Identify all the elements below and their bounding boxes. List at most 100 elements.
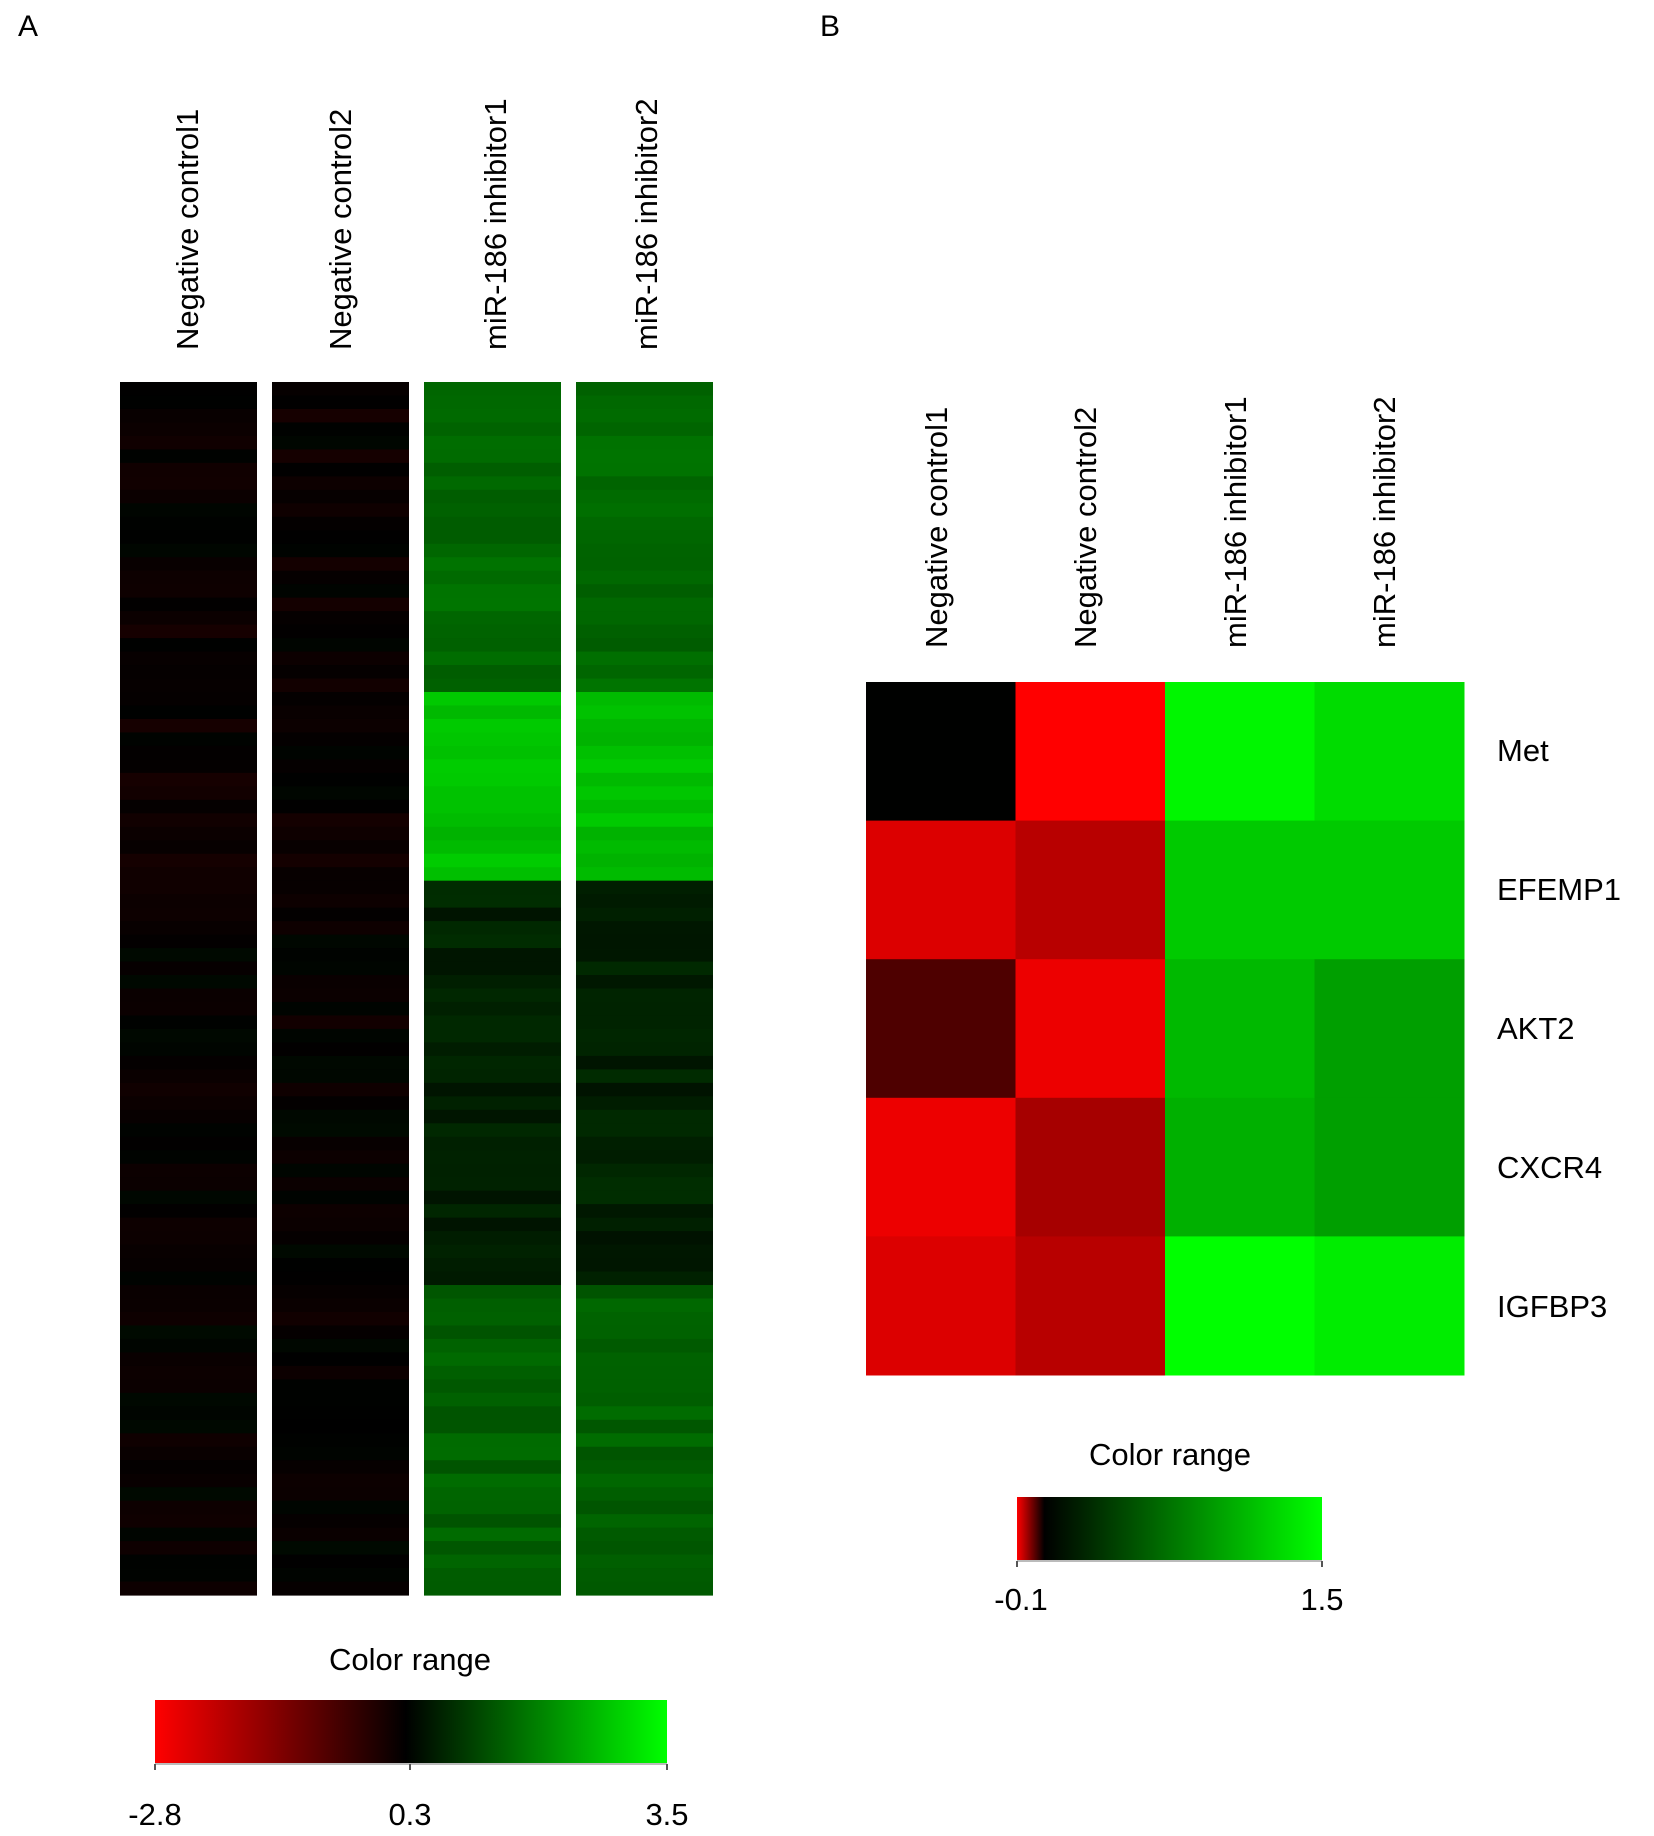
heatmap-cell xyxy=(424,1298,561,1313)
heatmap-cell xyxy=(120,786,257,801)
heatmap-cell xyxy=(576,408,713,424)
heatmap-cell xyxy=(272,1069,409,1084)
heatmap-cell xyxy=(272,1419,409,1434)
heatmap-cell xyxy=(272,530,409,545)
heatmap-cell xyxy=(576,611,713,626)
heatmap-cell xyxy=(120,1028,257,1044)
legend-tick-label: -0.1 xyxy=(994,1582,1047,1617)
heatmap-cell xyxy=(120,1311,257,1327)
heatmap-cell xyxy=(120,1217,257,1232)
heatmap-cell xyxy=(120,1487,257,1502)
heatmap-cell xyxy=(576,1204,713,1219)
heatmap-cell xyxy=(272,1028,409,1044)
heatmap-cell xyxy=(424,691,561,707)
heatmap-cell xyxy=(272,557,409,572)
heatmap-cell xyxy=(576,1028,713,1044)
heatmap-cell xyxy=(120,705,257,720)
heatmap-cell xyxy=(576,718,713,734)
heatmap-cell xyxy=(576,1433,713,1448)
heatmap-cell xyxy=(272,1217,409,1232)
heatmap-cell xyxy=(424,503,561,518)
heatmap-cell xyxy=(424,1541,561,1556)
heatmap-cell xyxy=(120,1177,257,1192)
heatmap-cell xyxy=(576,732,713,747)
heatmap-cell xyxy=(1015,820,1166,960)
heatmap-cell xyxy=(424,395,561,410)
heatmap-cell xyxy=(120,1581,257,1596)
heatmap-cell xyxy=(576,934,713,949)
heatmap-cell xyxy=(1314,1097,1465,1237)
heatmap-cell xyxy=(424,382,561,397)
heatmap-cell xyxy=(424,530,561,545)
heatmap-cell xyxy=(424,1554,561,1569)
heatmap-cell xyxy=(576,1365,713,1380)
heatmap-cell xyxy=(576,975,713,990)
heatmap-cell xyxy=(576,462,713,477)
heatmap-cell xyxy=(272,907,409,922)
heatmap-cell xyxy=(120,1123,257,1138)
heatmap-cell xyxy=(272,651,409,666)
heatmap-cell xyxy=(424,934,561,949)
heatmap-cell xyxy=(424,1311,561,1327)
heatmap-cell xyxy=(576,543,713,558)
heatmap-cell xyxy=(1015,1236,1166,1376)
heatmap-cell xyxy=(120,395,257,410)
legend-tick-label: 1.5 xyxy=(1300,1582,1343,1617)
legend-color-bar xyxy=(1017,1497,1322,1561)
heatmap-cell xyxy=(272,1568,409,1583)
heatmap-cell xyxy=(424,786,561,801)
heatmap-cell xyxy=(576,1055,713,1070)
heatmap-cell xyxy=(272,772,409,787)
heatmap-cell xyxy=(424,1514,561,1529)
heatmap-cell xyxy=(272,1190,409,1205)
heatmap-cell xyxy=(272,408,409,424)
heatmap-b: Negative control1 Negative control2 miR-… xyxy=(866,396,1621,1617)
heatmap-cell xyxy=(120,1244,257,1259)
heatmap-cell xyxy=(424,1150,561,1165)
heatmap-cell xyxy=(576,382,713,397)
heatmap-cell xyxy=(120,530,257,545)
heatmap-cell xyxy=(424,1419,561,1434)
heatmap-cell xyxy=(576,1541,713,1556)
legend-tick-label: 3.5 xyxy=(645,1797,688,1832)
row-label-efemp1: EFEMP1 xyxy=(1497,872,1621,907)
heatmap-cell xyxy=(576,476,713,491)
heatmap-cell xyxy=(576,1446,713,1461)
heatmap-cell xyxy=(424,759,561,774)
heatmap-cell xyxy=(424,1365,561,1380)
legend-a: Color range -2.8 0.3 3.5 xyxy=(128,1642,688,1832)
heatmap-cell xyxy=(120,1082,257,1097)
panel-label-b: B xyxy=(820,10,840,43)
heatmap-cell xyxy=(272,1042,409,1057)
heatmap-cell xyxy=(424,867,561,882)
heatmap-cell xyxy=(576,1298,713,1313)
heatmap-cell xyxy=(576,435,713,450)
heatmap-cell xyxy=(1165,682,1315,822)
heatmap-cell xyxy=(272,638,409,653)
heatmap-cell xyxy=(272,1365,409,1380)
heatmap-cell xyxy=(424,1204,561,1219)
heatmap-cell xyxy=(576,1527,713,1542)
row-label-cxcr4: CXCR4 xyxy=(1497,1150,1602,1185)
heatmap-cell xyxy=(576,1460,713,1475)
heatmap-cell xyxy=(120,1325,257,1340)
heatmap-cell xyxy=(272,988,409,1003)
heatmap-cell xyxy=(272,880,409,895)
heatmap-cell xyxy=(120,975,257,990)
heatmap-cell xyxy=(576,1352,713,1367)
heatmap-cell xyxy=(576,1271,713,1286)
heatmap-cell xyxy=(120,543,257,558)
heatmap-cell xyxy=(576,853,713,868)
heatmap-cell xyxy=(272,503,409,518)
heatmap-cell xyxy=(576,503,713,518)
heatmap-cell xyxy=(1165,820,1315,960)
heatmap-cell xyxy=(576,880,713,895)
heatmap-cell xyxy=(576,799,713,814)
heatmap-cell xyxy=(120,1096,257,1111)
heatmap-cell xyxy=(424,422,561,437)
heatmap-cell xyxy=(1015,682,1166,822)
heatmap-cell xyxy=(576,530,713,545)
heatmap-cell xyxy=(424,1487,561,1502)
heatmap-cell xyxy=(424,1042,561,1057)
heatmap-cell xyxy=(1314,959,1465,1099)
